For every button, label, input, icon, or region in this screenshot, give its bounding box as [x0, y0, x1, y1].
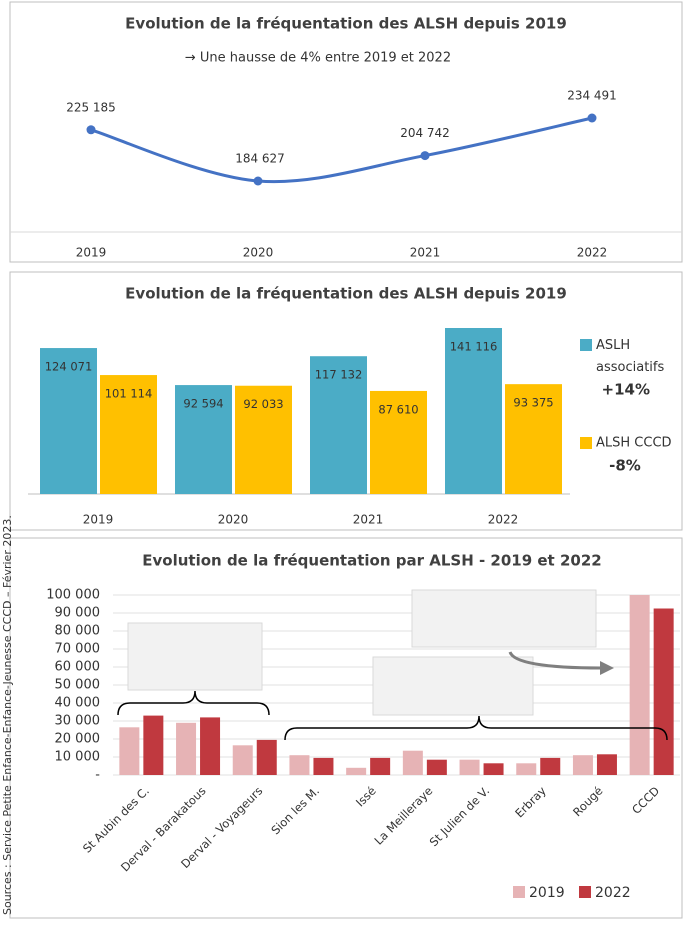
data-label: 234 491 — [567, 89, 617, 103]
point — [420, 151, 430, 161]
legend-label: ALSH CCCD — [596, 436, 672, 451]
point — [86, 125, 96, 135]
legend-label: 2022 — [595, 885, 631, 901]
legend-annotation: -8% — [609, 457, 641, 475]
x-tick-label: 2021 — [410, 246, 441, 260]
y-tick-label: 80 000 — [55, 624, 101, 639]
bar — [346, 767, 367, 775]
y-tick-label: 50 000 — [55, 678, 101, 693]
legend-annotation: +14% — [602, 381, 650, 399]
y-tick-label: 30 000 — [55, 714, 101, 729]
bar — [370, 757, 391, 775]
legend-swatch — [580, 437, 592, 449]
bar — [232, 745, 253, 775]
bar — [572, 755, 593, 775]
bar — [100, 375, 157, 494]
x-tick-label: 2022 — [577, 246, 608, 260]
chart-title: Evolution de la fréquentation par ALSH -… — [142, 552, 601, 570]
y-tick-label: 40 000 — [55, 696, 101, 711]
y-tick-label: - — [95, 768, 100, 783]
bar — [143, 715, 164, 775]
panel — [9, 1, 683, 263]
data-label: 92 594 — [183, 397, 223, 411]
bar — [445, 328, 502, 494]
subtitle: → Une hausse de 4% entre 2019 et 2022 — [185, 51, 451, 66]
legend-label: 2019 — [529, 885, 565, 901]
bar — [629, 595, 650, 775]
data-label: 101 114 — [105, 387, 153, 401]
data-label: 204 742 — [400, 126, 450, 140]
bar — [483, 763, 504, 775]
chart-title: Evolution de la fréquentation des ALSH d… — [125, 15, 567, 33]
data-label: 225 185 — [66, 100, 116, 114]
data-label: 117 132 — [315, 368, 363, 382]
legend-label: ASLH associatifs — [596, 338, 664, 375]
bar — [289, 755, 310, 775]
y-tick-label: 10 000 — [55, 750, 101, 765]
data-label: 92 033 — [243, 397, 283, 411]
y-tick-label: 90 000 — [55, 606, 101, 621]
x-tick-label: 2022 — [488, 513, 519, 527]
bar — [596, 754, 617, 775]
data-label: 87 610 — [378, 402, 418, 416]
bar — [426, 759, 447, 775]
data-label: 124 071 — [45, 360, 93, 374]
legend-swatch — [580, 339, 592, 351]
bar — [402, 750, 423, 775]
bar — [653, 608, 674, 775]
bar — [459, 759, 480, 775]
point — [253, 176, 263, 186]
bar — [310, 356, 367, 494]
line — [90, 116, 593, 184]
bar — [235, 385, 292, 494]
bar — [176, 722, 197, 775]
x-tick-label: 2020 — [218, 513, 249, 527]
bar — [516, 763, 537, 775]
x-tick-label: 2021 — [353, 513, 384, 527]
source: Sources : Service Petite Enfance-Enfance… — [1, 515, 14, 915]
chart-title: Evolution de la fréquentation des ALSH d… — [125, 285, 567, 303]
x-tick-label: 2020 — [243, 246, 274, 260]
bar — [370, 390, 427, 494]
x-tick-label: 2019 — [76, 246, 107, 260]
bar — [119, 727, 140, 775]
bar — [40, 348, 97, 494]
annotation-shapes — [117, 589, 668, 741]
bar — [256, 739, 277, 775]
y-tick-label: 60 000 — [55, 660, 101, 675]
y-tick-label: 20 000 — [55, 732, 101, 747]
bar — [505, 384, 562, 494]
bar — [175, 385, 232, 494]
bar — [200, 717, 221, 775]
bar — [540, 757, 561, 775]
data-label: 141 116 — [450, 340, 498, 354]
data-label: 184 627 — [235, 152, 285, 166]
y-tick-label: 100 000 — [46, 588, 100, 603]
y-tick-label: 70 000 — [55, 642, 101, 657]
data-label: 93 375 — [513, 396, 553, 410]
bar — [313, 757, 334, 775]
x-tick-label: 2019 — [83, 513, 114, 527]
legend-swatch — [513, 886, 525, 898]
legend-swatch — [579, 886, 591, 898]
point — [587, 113, 597, 123]
